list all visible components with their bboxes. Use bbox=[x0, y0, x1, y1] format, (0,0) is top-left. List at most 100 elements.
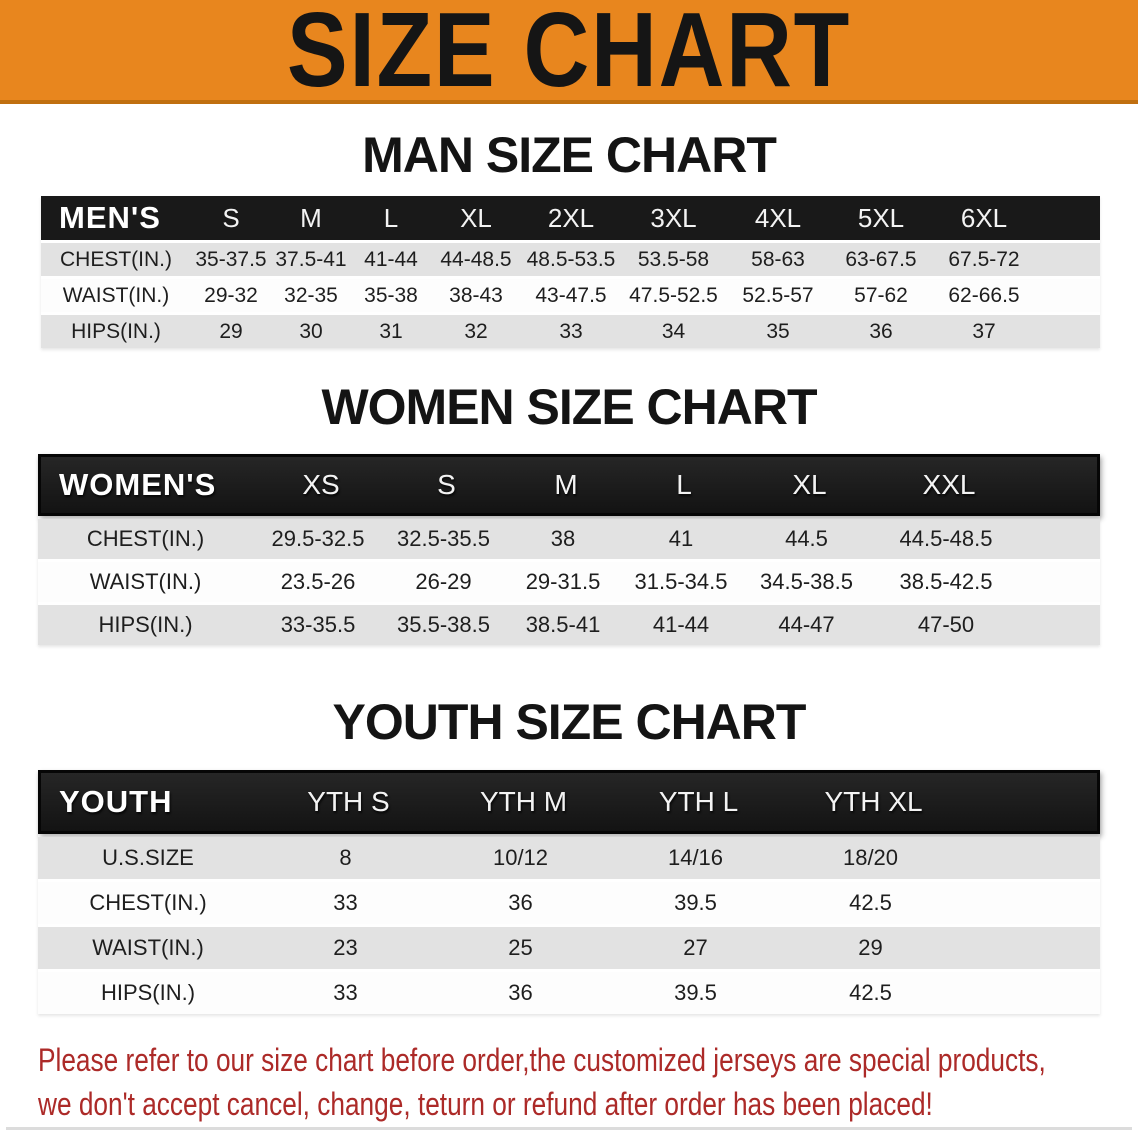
cell: 63-67.5 bbox=[845, 247, 917, 271]
cell: 58-63 bbox=[751, 247, 805, 271]
row-label: CHEST(IN.) bbox=[60, 247, 172, 271]
men-hips-row: HIPS(IN.) 29 30 31 32 33 34 35 36 37 bbox=[41, 315, 1100, 348]
women-chest-row: CHEST(IN.) 29.5-32.5 32.5-35.5 38 41 44.… bbox=[38, 519, 1100, 559]
cell: 34.5-38.5 bbox=[760, 569, 853, 594]
row-label: CHEST(IN.) bbox=[86, 526, 205, 551]
cell: 47.5-52.5 bbox=[629, 283, 718, 307]
cell: 67.5-72 bbox=[948, 247, 1020, 271]
col-header: 5XL bbox=[857, 202, 905, 233]
men-waist-row: WAIST(IN.) 29-32 32-35 35-38 38-43 43-47… bbox=[41, 279, 1100, 312]
row-label: CHEST(IN.) bbox=[89, 890, 207, 915]
cell: 32.5-35.5 bbox=[397, 526, 490, 551]
cell: 37.5-41 bbox=[275, 247, 347, 271]
cell: 31.5-34.5 bbox=[634, 569, 728, 594]
col-header: XS bbox=[302, 469, 340, 500]
cell: 44-47 bbox=[778, 612, 835, 637]
cell: 44.5 bbox=[785, 526, 828, 551]
page-title: SIZE CHART bbox=[286, 0, 852, 109]
cell: 42.5 bbox=[849, 980, 892, 1005]
col-header: 6XL bbox=[960, 202, 1008, 233]
men-table-title: MEN'S bbox=[59, 200, 161, 235]
disclaimer-line-1: Please refer to our size chart before or… bbox=[38, 1042, 1046, 1078]
cell: 52.5-57 bbox=[742, 283, 814, 307]
disclaimer: Please refer to our size chart before or… bbox=[38, 1038, 1138, 1126]
women-table-header: WOMEN'S XS S M L XL XXL bbox=[38, 454, 1100, 516]
cell: 8 bbox=[339, 845, 352, 870]
youth-size-table: YOUTH YTH S YTH M YTH L YTH XL U.S.SIZE … bbox=[38, 770, 1100, 1014]
cell: 29.5-32.5 bbox=[271, 526, 365, 551]
cell: 37 bbox=[972, 319, 996, 343]
cell: 10/12 bbox=[492, 845, 549, 870]
col-header: 2XL bbox=[547, 202, 595, 233]
cell: 32 bbox=[464, 319, 488, 343]
col-header: M bbox=[554, 469, 578, 500]
cell: 33 bbox=[559, 319, 583, 343]
cell: 27 bbox=[683, 935, 708, 960]
cell: 35-38 bbox=[364, 283, 418, 307]
cell: 33-35.5 bbox=[280, 612, 356, 637]
women-waist-row: WAIST(IN.) 23.5-26 26-29 29-31.5 31.5-34… bbox=[38, 562, 1100, 602]
cell: 38.5-42.5 bbox=[899, 569, 993, 594]
women-hips-row: HIPS(IN.) 33-35.5 35.5-38.5 38.5-41 41-4… bbox=[38, 605, 1100, 645]
women-table-title: WOMEN'S bbox=[59, 467, 217, 502]
cell: 38 bbox=[550, 526, 576, 551]
youth-table-header: YOUTH YTH S YTH M YTH L YTH XL bbox=[38, 770, 1100, 834]
row-label: U.S.SIZE bbox=[102, 845, 194, 870]
col-header: L bbox=[676, 469, 692, 500]
col-header: L bbox=[383, 202, 399, 233]
row-label: HIPS(IN.) bbox=[100, 980, 196, 1005]
cell: 38.5-41 bbox=[525, 612, 601, 637]
cell: 23 bbox=[333, 935, 358, 960]
bottom-edge-line bbox=[6, 1127, 1132, 1130]
col-header: YTH S bbox=[307, 786, 390, 817]
youth-table-title: YOUTH bbox=[59, 784, 173, 819]
cell: 43-47.5 bbox=[535, 283, 607, 307]
row-label: HIPS(IN.) bbox=[98, 612, 193, 637]
youth-hips-row: HIPS(IN.) 33 36 39.5 42.5 bbox=[38, 972, 1100, 1014]
men-section-heading: MAN SIZE CHART bbox=[362, 127, 777, 183]
banner: SIZE CHART bbox=[0, 0, 1138, 104]
cell: 29 bbox=[858, 935, 883, 960]
col-header: S bbox=[437, 469, 456, 500]
cell: 38-43 bbox=[449, 283, 503, 307]
cell: 35-37.5 bbox=[195, 247, 267, 271]
cell: 44-48.5 bbox=[440, 247, 512, 271]
cell: 41-44 bbox=[652, 612, 710, 637]
col-header: YTH L bbox=[658, 786, 739, 817]
cell: 29-31.5 bbox=[525, 569, 601, 594]
cell: 33 bbox=[333, 980, 358, 1005]
youth-ussize-row: U.S.SIZE 8 10/12 14/16 18/20 bbox=[38, 837, 1100, 879]
youth-chest-row: CHEST(IN.) 33 36 39.5 42.5 bbox=[38, 882, 1100, 924]
cell: 36 bbox=[508, 890, 533, 915]
women-section-heading: WOMEN SIZE CHART bbox=[321, 379, 817, 435]
disclaimer-line-2: we don't accept cancel, change, teturn o… bbox=[38, 1086, 933, 1122]
cell: 26-29 bbox=[415, 569, 472, 594]
col-header: YTH XL bbox=[824, 786, 923, 817]
cell: 29-32 bbox=[204, 283, 258, 307]
col-header: YTH M bbox=[479, 786, 568, 817]
cell: 14/16 bbox=[667, 845, 724, 870]
cell: 41 bbox=[668, 526, 694, 551]
cell: 30 bbox=[299, 319, 323, 343]
col-header: 4XL bbox=[754, 202, 802, 233]
cell: 48.5-53.5 bbox=[526, 247, 616, 271]
col-header: XL bbox=[792, 469, 827, 500]
cell: 32-35 bbox=[284, 283, 338, 307]
cell: 36 bbox=[869, 319, 893, 343]
cell: 31 bbox=[379, 319, 403, 343]
cell: 23.5-26 bbox=[280, 569, 356, 594]
cell: 34 bbox=[661, 319, 686, 343]
cell: 41-44 bbox=[364, 247, 418, 271]
row-label: WAIST(IN.) bbox=[62, 283, 170, 307]
col-header: XL bbox=[460, 202, 492, 233]
cell: 47-50 bbox=[917, 612, 975, 637]
row-label: WAIST(IN.) bbox=[92, 935, 204, 960]
women-size-table: WOMEN'S XS S M L XL XXL CHEST(IN.) 29.5-… bbox=[38, 454, 1100, 645]
cell: 18/20 bbox=[842, 845, 899, 870]
cell: 39.5 bbox=[674, 890, 717, 915]
cell: 53.5-58 bbox=[637, 247, 710, 271]
cell: 35 bbox=[766, 319, 790, 343]
col-header: 3XL bbox=[650, 202, 697, 233]
row-label: HIPS(IN.) bbox=[71, 319, 161, 343]
men-table-header: MEN'S S M L XL 2XL 3XL 4XL 5XL 6XL bbox=[41, 196, 1100, 240]
